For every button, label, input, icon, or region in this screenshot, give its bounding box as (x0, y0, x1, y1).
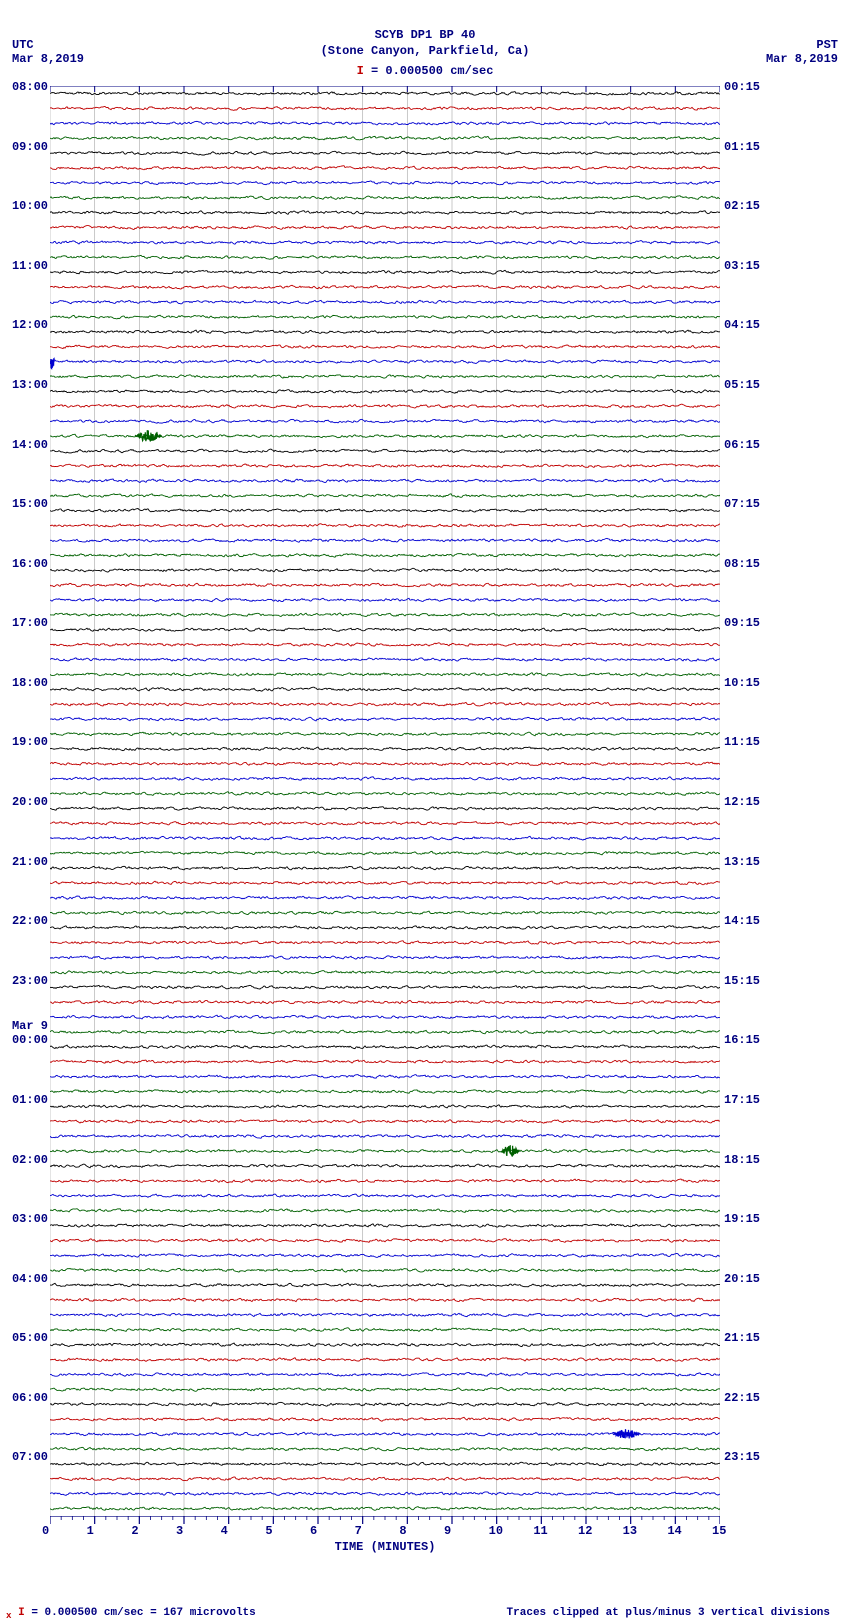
tz-left: UTC Mar 8,2019 (12, 38, 84, 66)
left-hour-label: 15:00 (4, 497, 48, 511)
scale-text: = 0.000500 cm/sec (371, 64, 493, 78)
right-hour-label: 20:15 (724, 1272, 780, 1286)
x-axis-title: TIME (MINUTES) (50, 1540, 720, 1554)
left-hour-label: 03:00 (4, 1212, 48, 1226)
scale-bar-icon: I (357, 64, 364, 78)
left-hour-label: 12:00 (4, 318, 48, 332)
x-tick-label: 0 (42, 1524, 49, 1538)
right-hour-label: 14:15 (724, 914, 780, 928)
left-hour-label: 16:00 (4, 557, 48, 571)
left-hour-label: 20:00 (4, 795, 48, 809)
left-hour-label: 23:00 (4, 974, 48, 988)
right-hour-label: 21:15 (724, 1331, 780, 1345)
right-hour-label: 06:15 (724, 438, 780, 452)
left-hour-label: 22:00 (4, 914, 48, 928)
right-hour-label: 12:15 (724, 795, 780, 809)
right-hour-label: 01:15 (724, 140, 780, 154)
tz-left-date: Mar 8,2019 (12, 52, 84, 66)
right-hour-label: 22:15 (724, 1391, 780, 1405)
left-hour-label: 21:00 (4, 855, 48, 869)
title-line-1: SCYB DP1 BP 40 (0, 28, 850, 44)
right-hour-label: 16:15 (724, 1033, 780, 1047)
right-hour-label: 03:15 (724, 259, 780, 273)
seismogram-page: SCYB DP1 BP 40 (Stone Canyon, Parkfield,… (0, 0, 850, 1613)
right-hour-label: 19:15 (724, 1212, 780, 1226)
left-hour-label: 00:00 (4, 1033, 48, 1047)
footer-left: x I = 0.000500 cm/sec = 167 microvolts (6, 1607, 256, 1621)
left-hour-label: 01:00 (4, 1093, 48, 1107)
right-hour-label: 08:15 (724, 557, 780, 571)
tz-right-label: PST (766, 38, 838, 52)
right-hour-label: 04:15 (724, 318, 780, 332)
left-hour-label: 06:00 (4, 1391, 48, 1405)
right-hour-label: 07:15 (724, 497, 780, 511)
tz-right: PST Mar 8,2019 (766, 38, 838, 66)
tz-right-date: Mar 8,2019 (766, 52, 838, 66)
right-hour-label: 23:15 (724, 1450, 780, 1464)
right-hour-label: 13:15 (724, 855, 780, 869)
left-hour-label: 14:00 (4, 438, 48, 452)
right-hour-label: 17:15 (724, 1093, 780, 1107)
footer-right: Traces clipped at plus/minus 3 vertical … (507, 1607, 830, 1619)
left-hour-label: 19:00 (4, 735, 48, 749)
helicorder-plot (50, 86, 720, 1516)
right-hour-label: 10:15 (724, 676, 780, 690)
plot-svg (50, 86, 720, 1516)
left-hour-label: 04:00 (4, 1272, 48, 1286)
right-hour-label: 02:15 (724, 199, 780, 213)
tz-left-label: UTC (12, 38, 84, 52)
left-hour-label: 11:00 (4, 259, 48, 273)
left-hour-label: 05:00 (4, 1331, 48, 1345)
left-hour-label: 07:00 (4, 1450, 48, 1464)
left-hour-label: 02:00 (4, 1153, 48, 1167)
left-hour-label: 09:00 (4, 140, 48, 154)
right-hour-label: 05:15 (724, 378, 780, 392)
left-hour-label: 08:00 (4, 80, 48, 94)
left-hour-label: 17:00 (4, 616, 48, 630)
right-hour-label: 18:15 (724, 1153, 780, 1167)
right-hour-label: 11:15 (724, 735, 780, 749)
right-hour-label: 15:15 (724, 974, 780, 988)
title-block: SCYB DP1 BP 40 (Stone Canyon, Parkfield,… (0, 28, 850, 59)
right-hour-label: 00:15 (724, 80, 780, 94)
left-day-break: Mar 9 (4, 1019, 48, 1033)
left-hour-label: 13:00 (4, 378, 48, 392)
amplitude-scale: I = 0.000500 cm/sec (0, 64, 850, 78)
left-hour-label: 10:00 (4, 199, 48, 213)
title-line-2: (Stone Canyon, Parkfield, Ca) (0, 44, 850, 60)
left-hour-label: 18:00 (4, 676, 48, 690)
right-hour-label: 09:15 (724, 616, 780, 630)
